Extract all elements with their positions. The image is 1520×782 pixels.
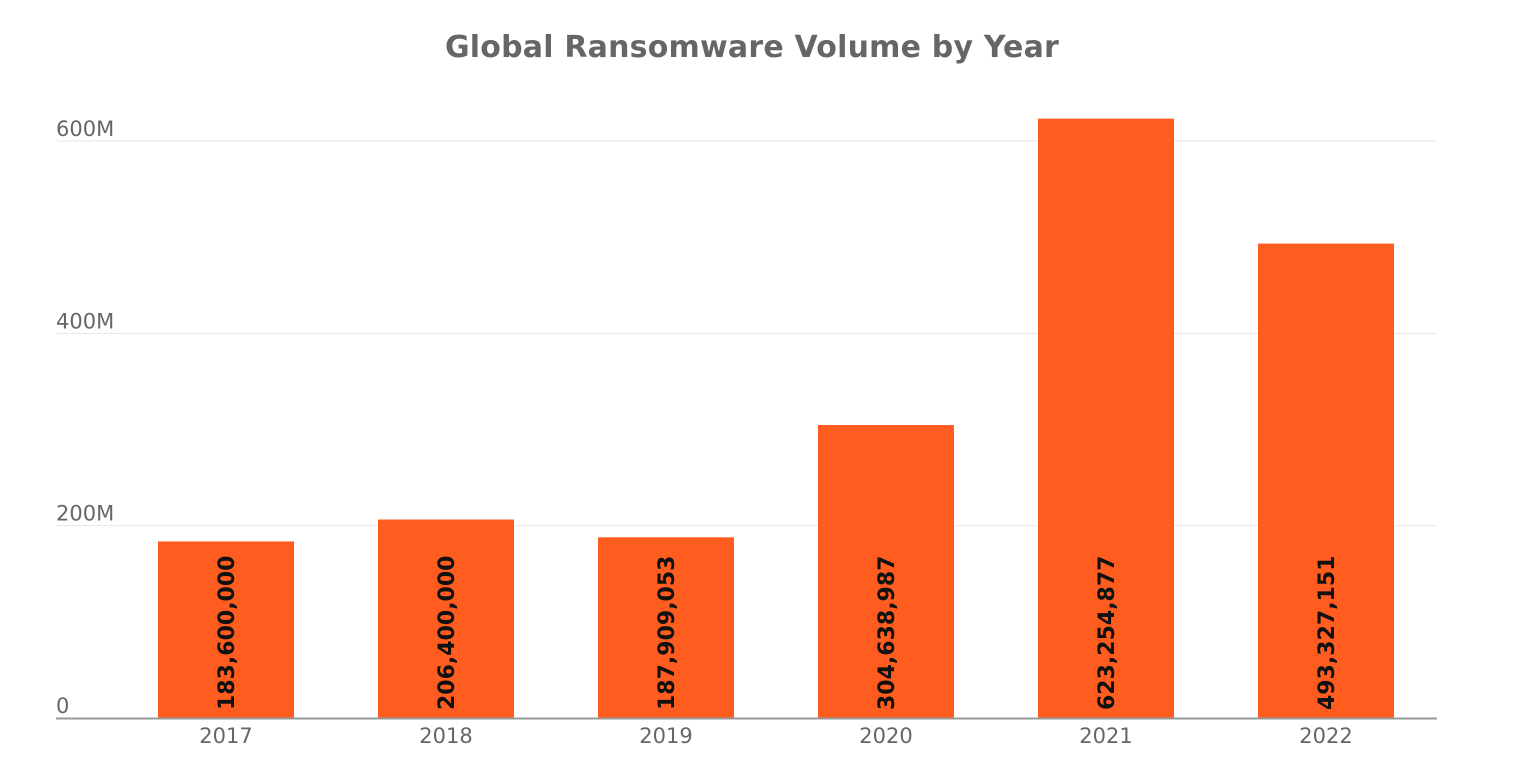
grid-lines bbox=[56, 140, 1437, 527]
bar-2019 bbox=[598, 537, 734, 718]
x-tick-label-2018: 2018 bbox=[419, 724, 472, 748]
x-tick-label-2019: 2019 bbox=[639, 724, 692, 748]
axes: 0 200M 400M 600M 2017 2018 2019 2020 2021 2022 bbox=[56, 117, 1437, 748]
x-tick-label-2022: 2022 bbox=[1299, 724, 1352, 748]
bar-2021 bbox=[1038, 118, 1174, 719]
data-label-2018: 206,400,000 bbox=[435, 556, 460, 710]
data-labels: 183,600,000 206,400,000 187,909,053 304,638… bbox=[215, 556, 1340, 710]
bar-2017 bbox=[158, 541, 294, 718]
bar-2020 bbox=[818, 425, 954, 718]
bars bbox=[158, 118, 1394, 719]
data-label-2019: 187,909,053 bbox=[655, 556, 680, 710]
y-tick-label: 200M bbox=[56, 502, 114, 526]
y-tick-label: 600M bbox=[56, 117, 114, 141]
y-tick-label: 400M bbox=[56, 309, 114, 333]
chart-title: Global Ransomware Volume by Year bbox=[444, 30, 1060, 65]
x-tick-label-2020: 2020 bbox=[859, 724, 912, 748]
x-tick-label-2017: 2017 bbox=[199, 724, 252, 748]
data-label-2020: 304,638,987 bbox=[875, 556, 900, 710]
data-label-2021: 623,254,877 bbox=[1095, 556, 1120, 710]
bar-2022 bbox=[1258, 243, 1394, 718]
bar-2018 bbox=[378, 519, 514, 718]
data-label-2017: 183,600,000 bbox=[215, 556, 240, 710]
y-tick-label: 0 bbox=[56, 694, 69, 718]
data-label-2022: 493,327,151 bbox=[1315, 556, 1340, 710]
x-tick-label-2021: 2021 bbox=[1079, 724, 1132, 748]
